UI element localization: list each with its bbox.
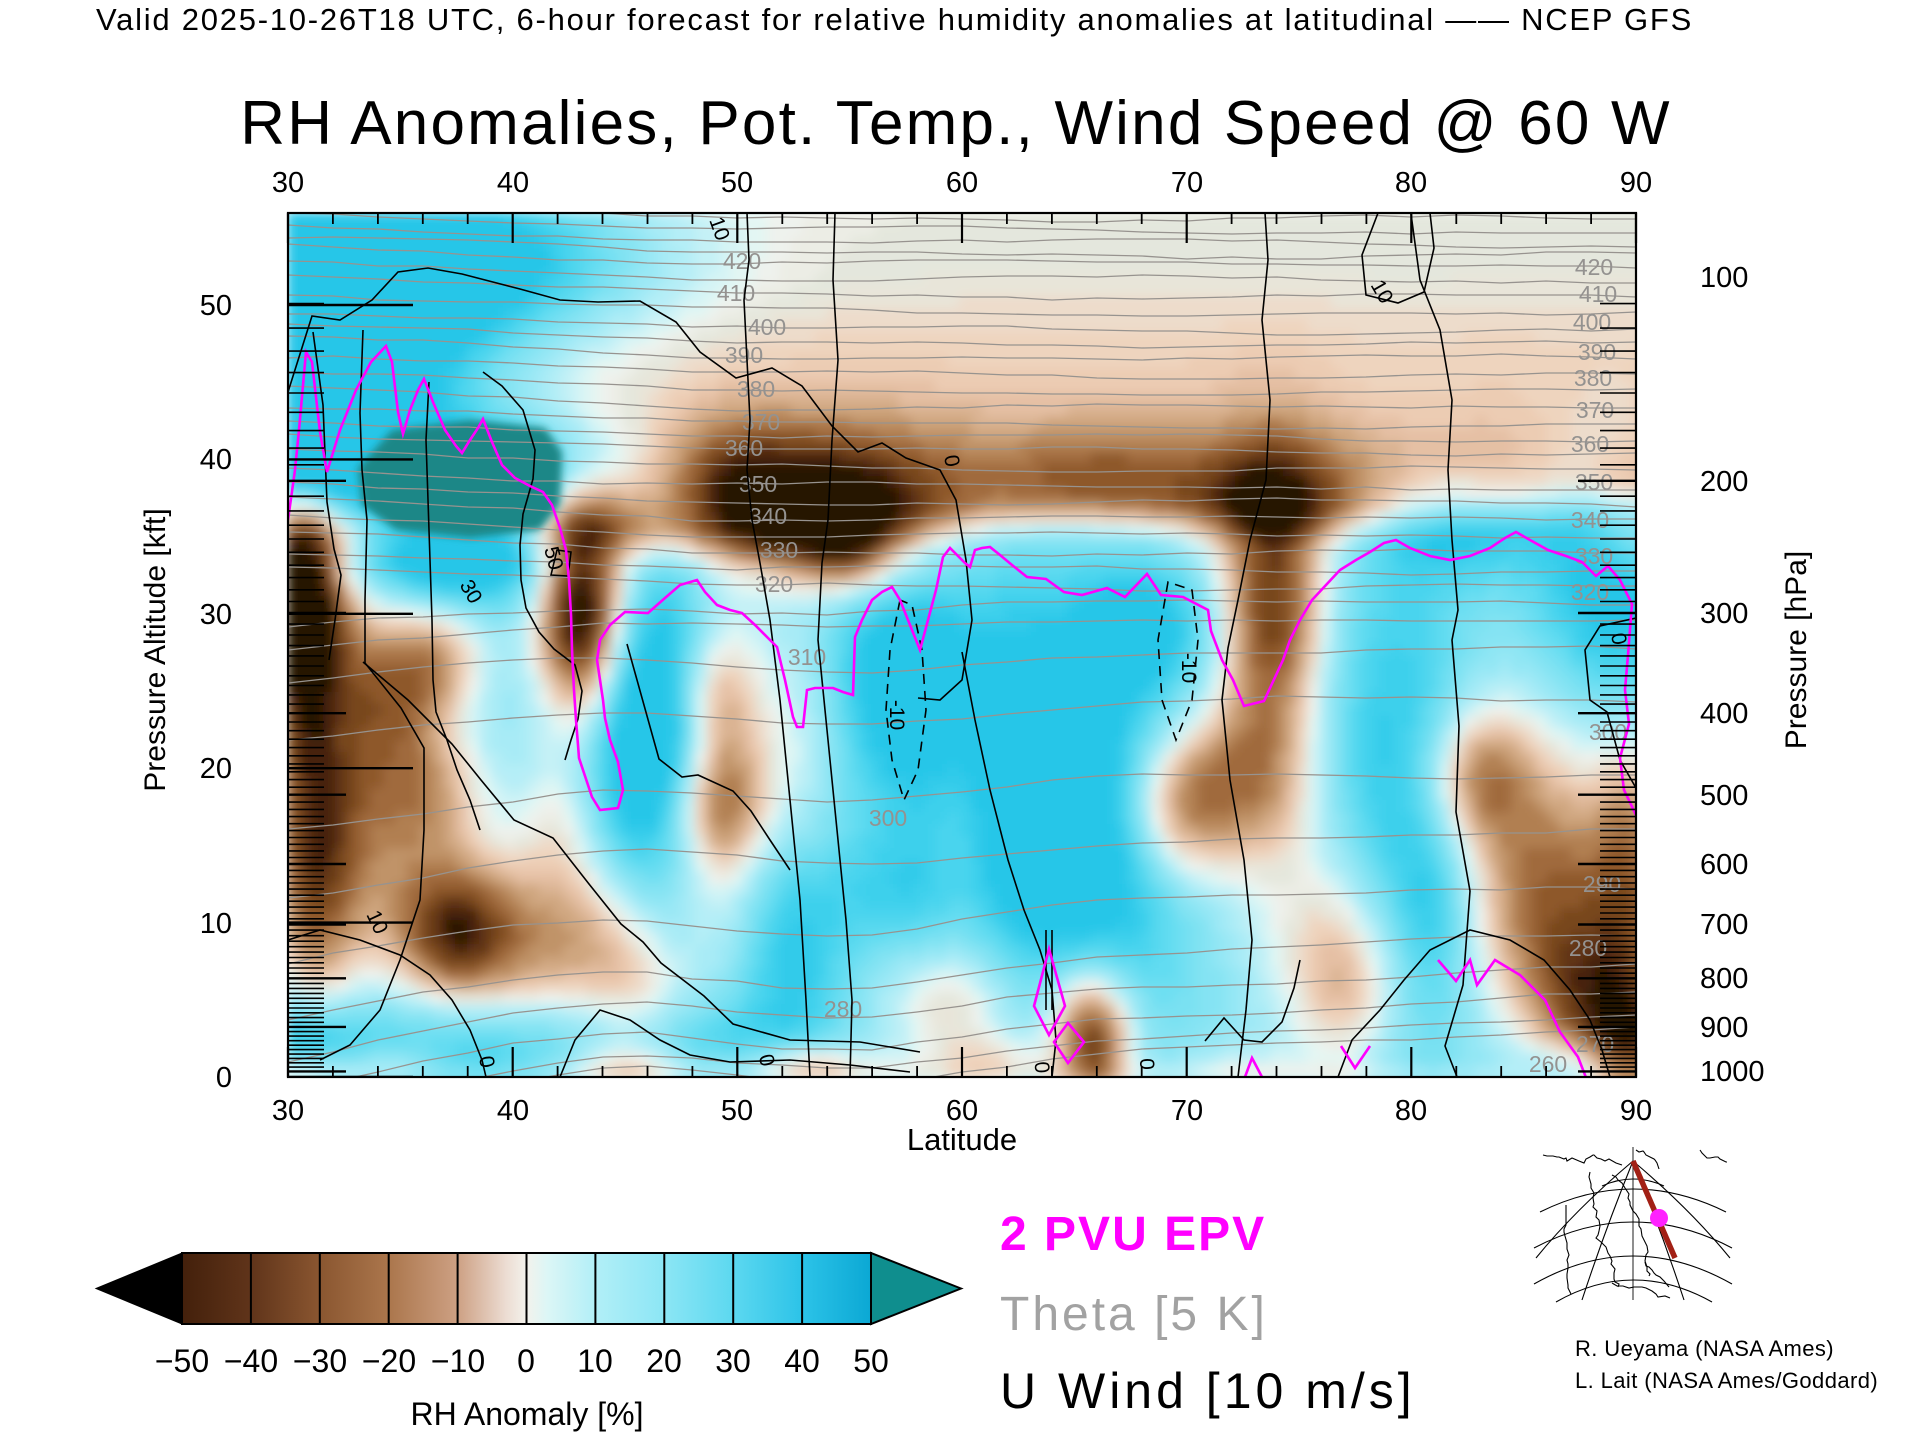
svg-text:0: 0 (754, 1052, 779, 1069)
svg-text:370: 370 (742, 409, 780, 435)
svg-text:−10: −10 (431, 1343, 485, 1379)
svg-text:50: 50 (200, 290, 232, 322)
svg-text:420: 420 (723, 248, 761, 274)
svg-text:0: 0 (474, 1054, 499, 1070)
svg-text:400: 400 (1573, 309, 1611, 335)
svg-text:200: 200 (1700, 466, 1748, 498)
svg-text:1000: 1000 (1700, 1056, 1765, 1088)
svg-text:40: 40 (200, 444, 232, 476)
svg-text:300: 300 (1700, 598, 1748, 630)
svg-text:30: 30 (715, 1343, 751, 1379)
svg-text:370: 370 (1576, 397, 1614, 423)
svg-text:10: 10 (200, 908, 232, 940)
svg-text:-10: -10 (1177, 653, 1200, 683)
svg-text:L. Lait (NASA Ames/Goddard): L. Lait (NASA Ames/Goddard) (1575, 1368, 1878, 1393)
svg-text:320: 320 (1571, 579, 1609, 605)
svg-text:80: 80 (1395, 167, 1427, 199)
svg-text:300: 300 (869, 805, 907, 831)
svg-text:RH Anomaly [%]: RH Anomaly [%] (411, 1396, 644, 1432)
svg-text:0: 0 (1030, 1061, 1054, 1075)
svg-text:−50: −50 (155, 1343, 209, 1379)
svg-text:40: 40 (784, 1343, 820, 1379)
svg-text:360: 360 (725, 435, 763, 461)
svg-text:10: 10 (577, 1343, 613, 1379)
svg-text:-10: -10 (885, 700, 908, 730)
svg-text:Latitude: Latitude (907, 1122, 1017, 1157)
svg-text:400: 400 (1700, 698, 1748, 730)
svg-text:350: 350 (739, 471, 777, 497)
svg-text:600: 600 (1700, 849, 1748, 881)
svg-text:90: 90 (1620, 167, 1652, 199)
svg-text:30: 30 (272, 167, 304, 199)
svg-text:20: 20 (646, 1343, 682, 1379)
svg-text:400: 400 (748, 314, 786, 340)
svg-text:Valid 2025-10-26T18 UTC, 6-hou: Valid 2025-10-26T18 UTC, 6-hour forecast… (96, 2, 1693, 37)
svg-text:290: 290 (1583, 871, 1621, 897)
svg-text:320: 320 (755, 571, 793, 597)
svg-text:800: 800 (1700, 963, 1748, 995)
svg-text:R. Ueyama (NASA Ames): R. Ueyama (NASA Ames) (1575, 1336, 1834, 1361)
svg-text:390: 390 (1578, 339, 1616, 365)
svg-text:Theta [5 K]: Theta [5 K] (1000, 1288, 1268, 1341)
svg-text:380: 380 (1574, 365, 1612, 391)
svg-text:70: 70 (1171, 1095, 1203, 1127)
svg-text:−20: −20 (362, 1343, 416, 1379)
svg-text:Pressure [hPa]: Pressure [hPa] (1780, 551, 1813, 749)
svg-text:−40: −40 (224, 1343, 278, 1379)
svg-text:2 PVU EPV: 2 PVU EPV (1000, 1208, 1266, 1261)
svg-text:360: 360 (1571, 431, 1609, 457)
svg-text:−30: −30 (293, 1343, 347, 1379)
svg-text:0: 0 (216, 1062, 232, 1094)
svg-text:70: 70 (1171, 167, 1203, 199)
svg-text:270: 270 (1576, 1031, 1614, 1057)
svg-text:300: 300 (1589, 719, 1627, 745)
svg-text:60: 60 (946, 167, 978, 199)
svg-text:350: 350 (1575, 469, 1613, 495)
svg-text:700: 700 (1700, 909, 1748, 941)
svg-text:40: 40 (497, 167, 529, 199)
svg-text:50: 50 (721, 167, 753, 199)
svg-text:20: 20 (200, 753, 232, 785)
svg-text:420: 420 (1575, 254, 1613, 280)
svg-text:40: 40 (497, 1095, 529, 1127)
svg-text:280: 280 (824, 996, 862, 1022)
svg-text:340: 340 (749, 503, 787, 529)
svg-text:410: 410 (1579, 281, 1617, 307)
svg-text:410: 410 (717, 280, 755, 306)
svg-text:280: 280 (1569, 935, 1607, 961)
svg-text:30: 30 (200, 599, 232, 631)
svg-text:Pressure Altitude [kft]: Pressure Altitude [kft] (139, 508, 172, 791)
svg-text:0: 0 (939, 453, 964, 469)
svg-text:90: 90 (1620, 1095, 1652, 1127)
svg-text:U Wind [10 m/s]: U Wind [10 m/s] (1000, 1363, 1416, 1419)
svg-text:900: 900 (1700, 1012, 1748, 1044)
svg-text:380: 380 (737, 376, 775, 402)
svg-text:500: 500 (1700, 780, 1748, 812)
svg-text:60: 60 (946, 1095, 978, 1127)
svg-text:390: 390 (725, 342, 763, 368)
svg-text:RH Anomalies, Pot. Temp., Wind: RH Anomalies, Pot. Temp., Wind Speed @ 6… (240, 89, 1671, 158)
svg-text:30: 30 (272, 1095, 304, 1127)
svg-text:0: 0 (517, 1343, 535, 1379)
svg-text:0: 0 (1135, 1058, 1158, 1070)
svg-text:330: 330 (760, 537, 798, 563)
svg-text:260: 260 (1529, 1051, 1567, 1077)
svg-text:80: 80 (1395, 1095, 1427, 1127)
svg-text:100: 100 (1700, 262, 1748, 294)
svg-text:50: 50 (721, 1095, 753, 1127)
svg-text:50: 50 (853, 1343, 889, 1379)
